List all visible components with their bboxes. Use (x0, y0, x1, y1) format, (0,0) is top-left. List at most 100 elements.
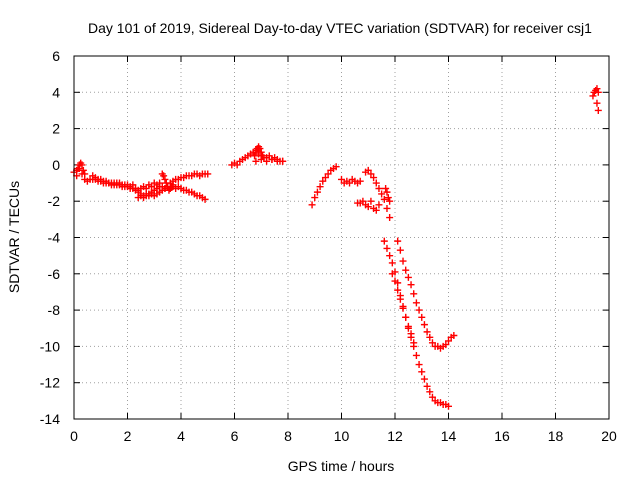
data-point (372, 179, 380, 187)
series-arc-j (338, 175, 364, 187)
plot-frame (73, 55, 610, 420)
series-arc-c (89, 170, 212, 200)
data-point (383, 244, 391, 252)
y-tick-label: -2 (48, 193, 61, 209)
data-point (259, 152, 267, 160)
y-tick-label: 4 (52, 84, 60, 100)
series-arc-m (382, 184, 394, 205)
data-point (396, 295, 404, 303)
data-point (394, 237, 402, 245)
data-point (252, 157, 260, 165)
data-point (388, 259, 396, 267)
data-point (415, 361, 423, 369)
y-axis-label: SDTVAR / TECUs (6, 181, 22, 293)
data-point (594, 88, 602, 96)
data-point (233, 161, 241, 169)
data-point (316, 183, 324, 191)
y-tick-label: -8 (48, 302, 61, 318)
data-point (161, 175, 169, 183)
data-point (423, 382, 431, 390)
y-tick-label: -14 (40, 411, 60, 427)
series-arc-q (589, 85, 602, 114)
chart-title: Day 101 of 2019, Sidereal Day-to-day VTE… (88, 20, 592, 36)
data-point (372, 206, 380, 214)
data-point (364, 203, 372, 211)
x-tick-label: 16 (494, 428, 510, 444)
y-tick-label: -4 (48, 230, 61, 246)
data-point (169, 181, 177, 189)
data-point (383, 204, 391, 212)
data-point (418, 368, 426, 376)
data-point (332, 163, 340, 171)
data-point (367, 170, 375, 178)
data-point (402, 313, 410, 321)
data-point (593, 99, 601, 107)
data-point (386, 214, 394, 222)
data-point (162, 179, 170, 187)
data-point (367, 197, 375, 205)
data-point (370, 174, 378, 182)
data-point (426, 388, 434, 396)
series-arc-n (380, 237, 452, 410)
y-tick-label: 2 (52, 121, 60, 137)
data-point (386, 252, 394, 260)
axes: 0 2 4 6 8 10 12 14 16 18 20 -14 -12 -10 -8 -6 -4 -2 0 2 4 6 (40, 48, 617, 444)
data-point (256, 145, 264, 153)
data-point (311, 194, 319, 202)
data-point (399, 304, 407, 312)
x-tick-label: 6 (231, 428, 239, 444)
data-point (265, 152, 273, 160)
data-point (407, 330, 415, 338)
data-point (445, 337, 452, 345)
data-point (375, 184, 383, 192)
data-point (338, 175, 345, 183)
data-point (257, 148, 265, 156)
x-tick-label: 14 (441, 428, 457, 444)
data-point (593, 85, 601, 93)
y-tick-label: -10 (40, 338, 60, 354)
series-arc-k (354, 197, 383, 214)
series-arc-o (394, 237, 458, 352)
data-point (204, 170, 212, 178)
series-arc-i (308, 163, 340, 209)
data-point (74, 165, 82, 173)
x-tick-label: 10 (334, 428, 350, 444)
data-point (404, 322, 412, 330)
data-point (251, 152, 259, 160)
x-tick-label: 12 (387, 428, 403, 444)
series-arc-b (73, 159, 89, 180)
data-point (394, 286, 402, 294)
x-tick-label: 4 (177, 428, 185, 444)
x-axis-label: GPS time / hours (288, 458, 395, 474)
data-point (594, 106, 602, 114)
data-point (78, 161, 86, 169)
data-point (589, 92, 597, 100)
data-point (364, 166, 372, 174)
x-tick-label: 2 (124, 428, 132, 444)
series-arc-h (252, 155, 287, 165)
series-arc-g (251, 143, 267, 160)
data-point (324, 170, 332, 178)
y-tick-label: 6 (52, 48, 60, 64)
series-arc-p (388, 270, 418, 347)
x-tick-label: 8 (284, 428, 292, 444)
data-point (346, 179, 354, 187)
data-point (388, 270, 396, 278)
data-point (442, 341, 450, 349)
data-point (404, 273, 412, 281)
data-point (423, 328, 431, 336)
data-point (412, 299, 420, 307)
data-point (319, 177, 327, 185)
data-point (420, 375, 428, 383)
data-point (321, 174, 329, 182)
data-point (79, 166, 87, 174)
series-arc-a (70, 165, 164, 194)
data-point (380, 237, 388, 245)
y-tick-label: 0 (52, 157, 60, 173)
data-point (386, 197, 394, 205)
data-point (378, 190, 386, 198)
data-point (450, 332, 458, 340)
data-point (399, 257, 407, 265)
x-tick-label: 18 (548, 428, 564, 444)
